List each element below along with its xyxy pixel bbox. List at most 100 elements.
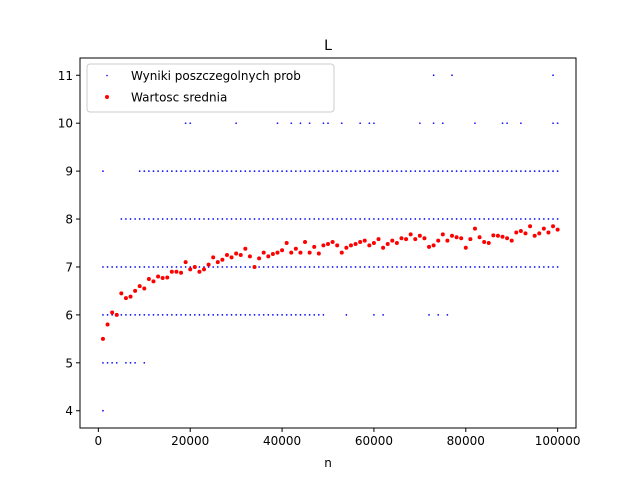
individual-result-point	[212, 218, 215, 220]
individual-result-point	[520, 266, 522, 268]
individual-result-point	[157, 170, 159, 172]
individual-result-point	[189, 314, 192, 316]
individual-result-point	[382, 218, 384, 220]
individual-result-point	[308, 218, 311, 220]
individual-result-point	[161, 266, 164, 268]
y-axis-ticks: 4 5 6 7 8 9 10 11	[58, 69, 80, 418]
individual-result-point	[331, 170, 334, 172]
individual-result-point	[455, 218, 458, 220]
individual-result-point	[212, 314, 215, 316]
individual-result-point	[230, 170, 233, 172]
mean-value-point	[142, 286, 147, 291]
mean-value-point	[390, 238, 395, 243]
y-tick-label: 5	[65, 356, 73, 370]
individual-result-point	[189, 218, 192, 220]
individual-result-point	[295, 266, 297, 268]
mean-value-point	[280, 248, 285, 253]
mean-value-point	[500, 234, 505, 239]
individual-result-point	[451, 170, 453, 172]
individual-result-point	[299, 218, 302, 220]
mean-value-point	[174, 269, 179, 274]
individual-result-point	[184, 170, 187, 172]
individual-result-point	[322, 122, 325, 125]
individual-result-point	[501, 122, 504, 125]
x-axis-label: n	[324, 456, 332, 470]
mean-value-point	[413, 237, 418, 242]
mean-value-point	[220, 257, 225, 262]
individual-result-point	[239, 170, 242, 172]
individual-result-point	[102, 409, 104, 412]
individual-result-point	[432, 170, 435, 172]
mean-value-point	[275, 250, 280, 255]
individual-result-point	[428, 266, 430, 268]
individual-result-point	[134, 218, 136, 220]
individual-result-point	[157, 266, 159, 268]
individual-result-point	[290, 314, 293, 316]
individual-result-point	[161, 314, 164, 316]
individual-result-point	[285, 218, 288, 220]
mean-value-point	[114, 312, 119, 317]
individual-result-point	[350, 170, 352, 172]
individual-result-point	[138, 170, 141, 172]
individual-result-point	[148, 266, 150, 268]
individual-result-point	[368, 122, 371, 125]
mean-value-point	[261, 250, 266, 255]
mean-value-point	[495, 233, 500, 238]
mean-value-point	[477, 235, 482, 240]
individual-result-point	[290, 266, 293, 268]
individual-result-point	[556, 122, 559, 125]
mean-value-point	[293, 246, 298, 251]
individual-result-point	[446, 266, 449, 268]
individual-result-point	[377, 266, 380, 268]
individual-result-point	[441, 266, 444, 268]
individual-result-point	[125, 218, 127, 220]
individual-result-point	[175, 314, 178, 316]
individual-result-point	[382, 314, 384, 316]
individual-result-point	[464, 266, 467, 268]
individual-result-point	[322, 314, 325, 316]
chart-title: L	[324, 38, 332, 54]
individual-result-point	[506, 170, 508, 172]
individual-result-point	[143, 218, 146, 220]
mean-value-point	[404, 237, 409, 242]
individual-result-point	[556, 170, 559, 172]
mean-value-point	[472, 226, 477, 231]
individual-result-point	[446, 170, 449, 172]
mean-value-point	[555, 227, 560, 232]
mean-value-point	[215, 260, 220, 265]
individual-result-point	[331, 218, 334, 220]
individual-result-point	[313, 218, 316, 220]
individual-result-point	[510, 218, 513, 220]
mean-value-point	[100, 336, 105, 341]
individual-result-point	[171, 314, 173, 316]
x-tick-label: 100000	[535, 434, 581, 448]
individual-result-point	[359, 218, 361, 220]
individual-result-point	[405, 218, 407, 220]
individual-result-point	[267, 170, 270, 172]
mean-value-point	[339, 250, 344, 255]
individual-result-point	[180, 218, 182, 220]
x-tick-label: 40000	[263, 434, 301, 448]
mean-value-point	[463, 245, 468, 250]
mean-value-point	[312, 244, 317, 249]
mean-value-point	[523, 231, 528, 236]
individual-result-point	[171, 170, 173, 172]
individual-result-point	[189, 122, 192, 125]
mean-value-point	[532, 233, 537, 238]
mean-value-point	[289, 250, 294, 255]
individual-result-point	[244, 170, 247, 172]
mean-value-point	[491, 233, 496, 238]
individual-result-point	[125, 314, 127, 316]
mean-value-point	[229, 255, 234, 260]
individual-result-point	[102, 266, 104, 268]
mean-value-point	[110, 310, 115, 315]
individual-result-point	[239, 314, 242, 316]
individual-result-point	[299, 170, 302, 172]
mean-value-point	[371, 241, 376, 245]
individual-result-point	[134, 361, 136, 364]
mean-value-point	[270, 252, 275, 257]
individual-result-point	[363, 218, 366, 220]
mean-value-point	[518, 229, 523, 234]
mean-value-point	[234, 251, 239, 256]
individual-result-point	[180, 266, 182, 268]
